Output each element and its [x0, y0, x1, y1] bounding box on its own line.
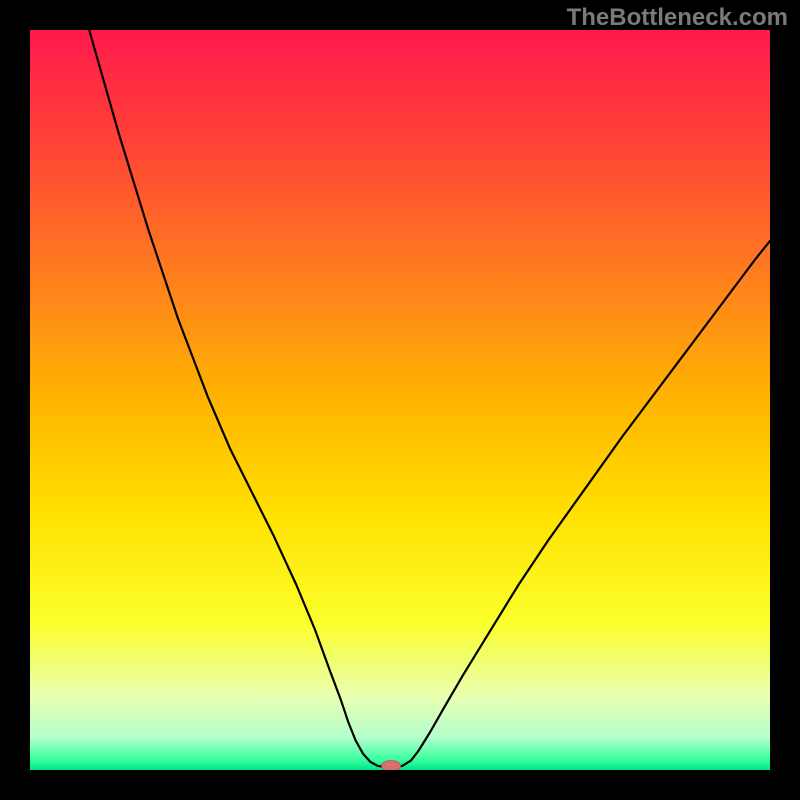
gradient-background [30, 30, 770, 770]
plot-area [30, 30, 770, 770]
watermark-text: TheBottleneck.com [567, 4, 788, 32]
plot-svg [30, 30, 770, 770]
minimum-marker [382, 760, 401, 770]
